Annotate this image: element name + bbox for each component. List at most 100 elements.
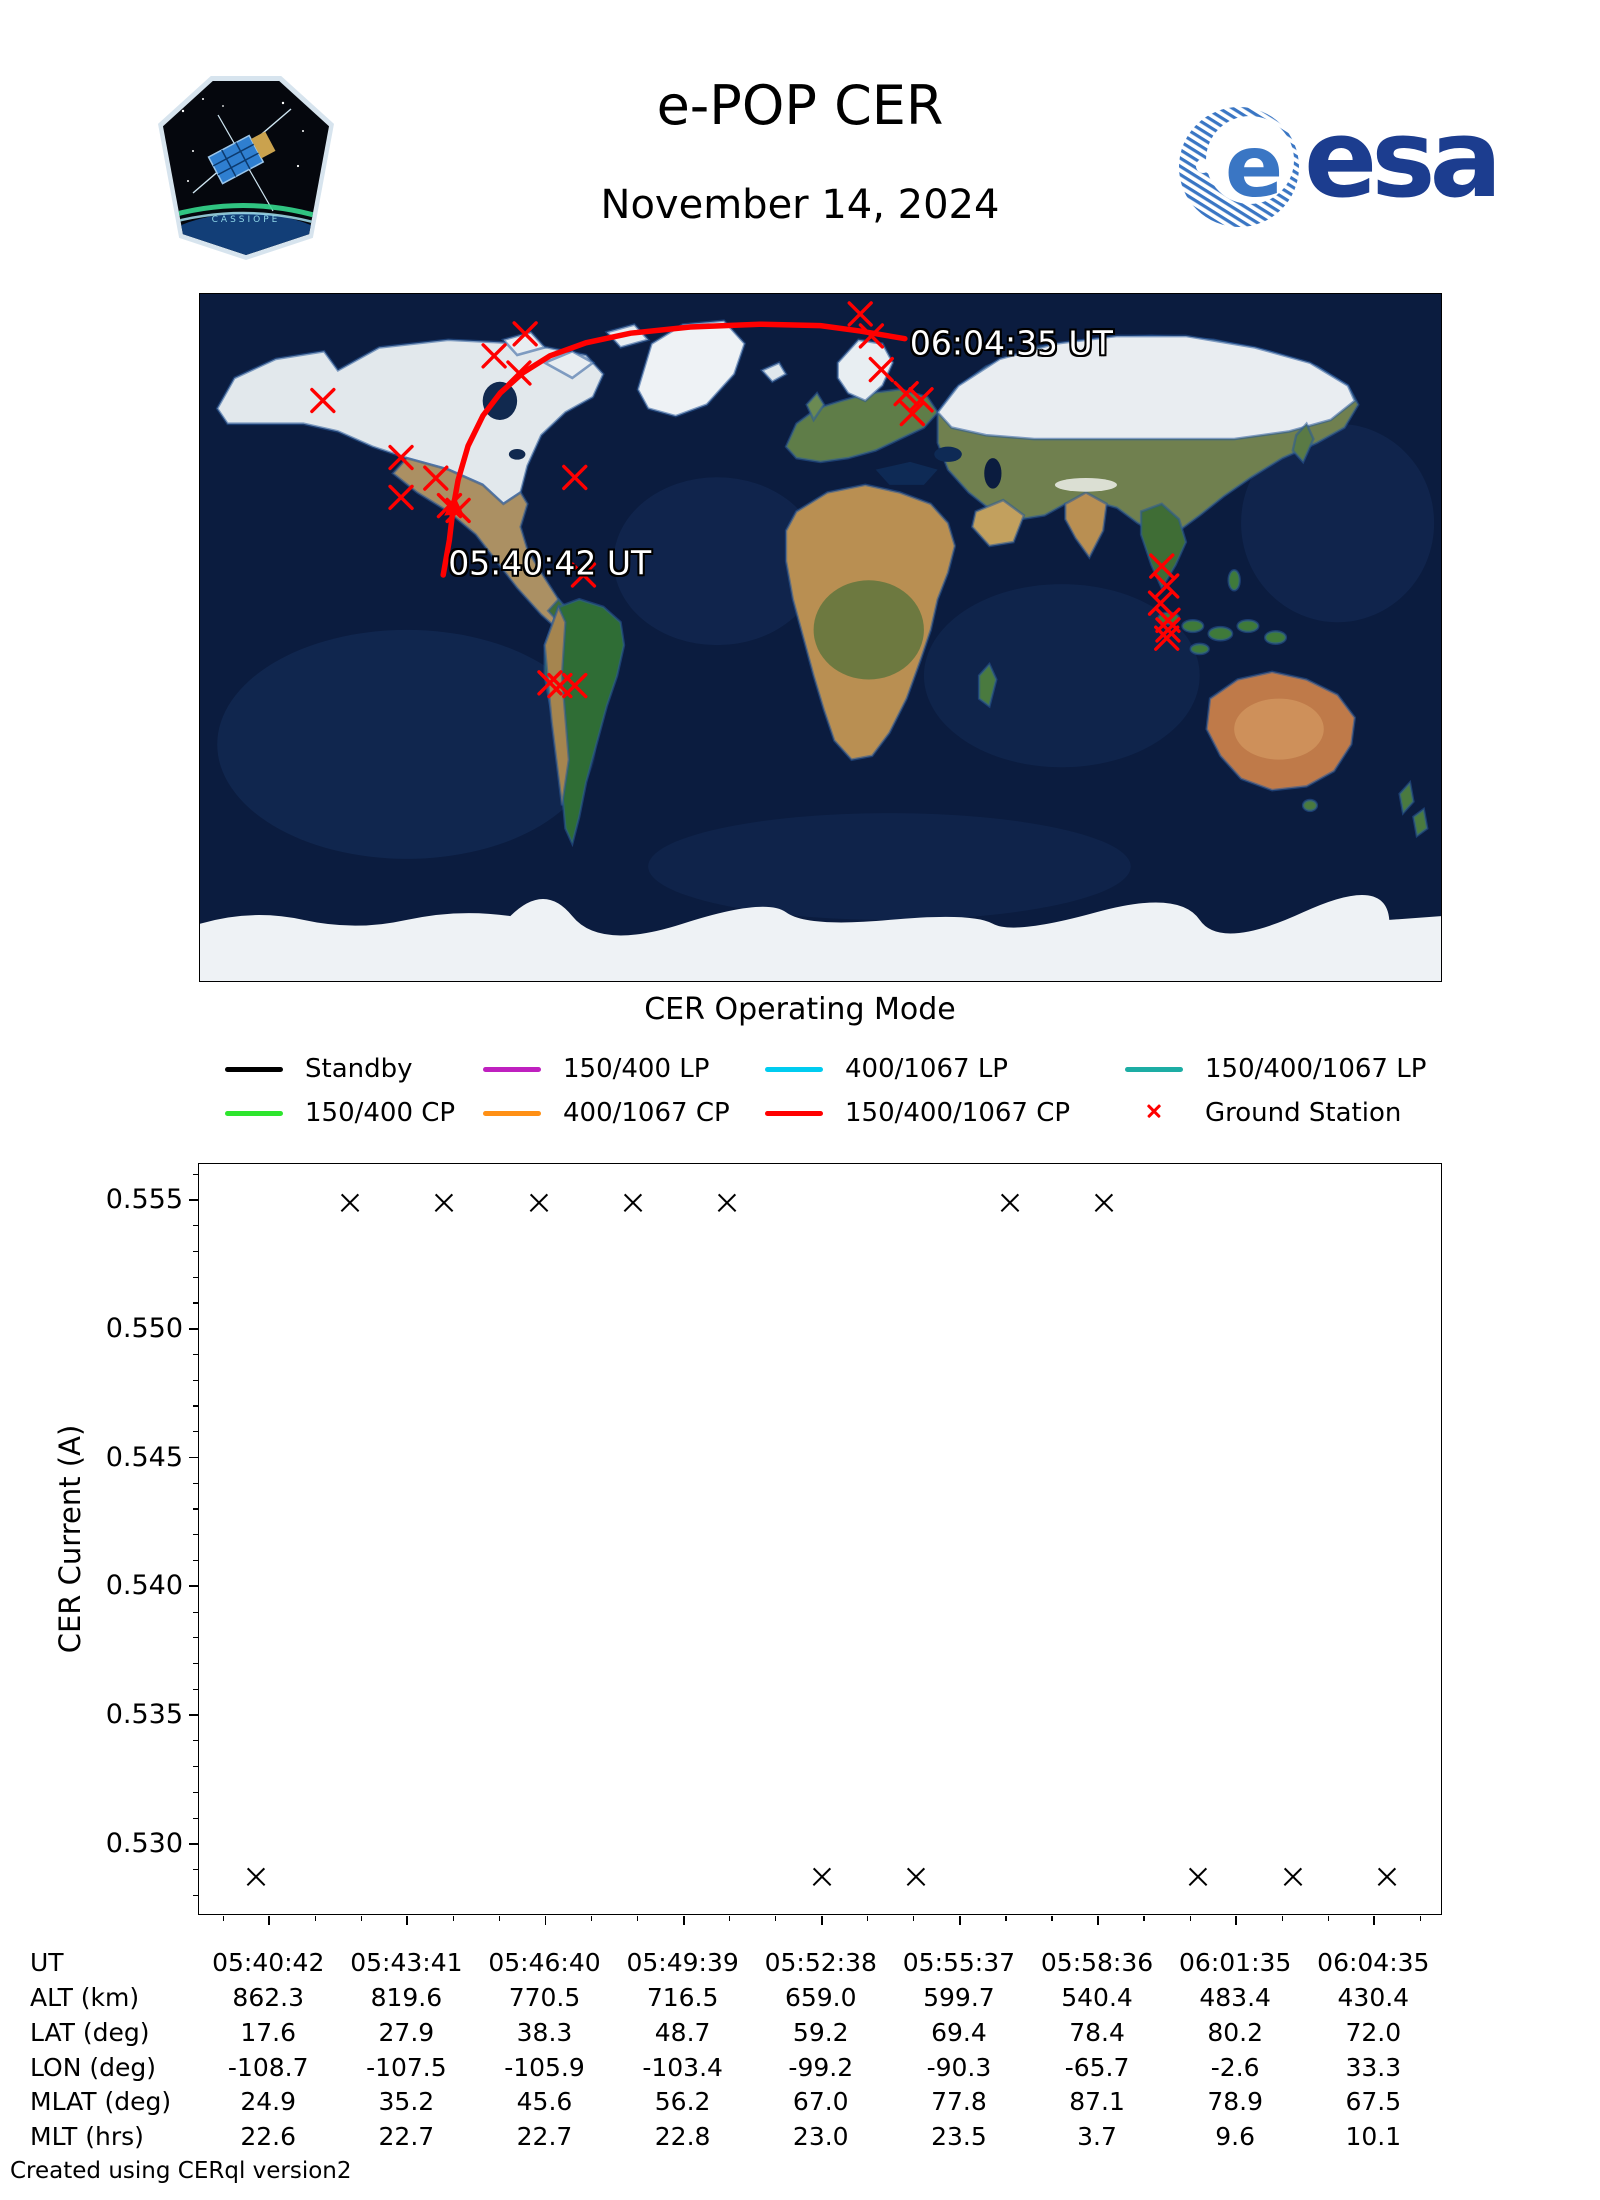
y-tick-label: 0.530 bbox=[105, 1827, 183, 1859]
ground-station-marker bbox=[1155, 617, 1181, 643]
ground-station-marker bbox=[481, 343, 507, 369]
satellite-track bbox=[440, 321, 908, 578]
table-row-label: MLT (hrs) bbox=[30, 2122, 144, 2151]
y-tick-label: 0.550 bbox=[105, 1312, 183, 1344]
table-cell: 24.9 bbox=[240, 2087, 297, 2116]
data-point-marker bbox=[623, 1193, 643, 1213]
data-point-marker bbox=[340, 1193, 360, 1213]
table-cell: 819.6 bbox=[370, 1983, 443, 2012]
y-minor-tick bbox=[193, 1817, 198, 1819]
x-minor-tick bbox=[1051, 1916, 1053, 1921]
legend-line-sample bbox=[765, 1110, 823, 1116]
map-time-label: 05:40:42 UT bbox=[448, 543, 652, 583]
table-cell: 599.7 bbox=[923, 1983, 995, 2012]
legend-label: Standby bbox=[305, 1054, 413, 1084]
legend-label: 150/400/1067 LP bbox=[1205, 1054, 1427, 1084]
ground-station-marker bbox=[1149, 553, 1175, 579]
credit-text: Created using CERql version2 bbox=[10, 2158, 352, 2184]
legend-item: 150/400 LP bbox=[483, 1052, 709, 1086]
ground-station-marker bbox=[1147, 590, 1174, 616]
x-minor-tick bbox=[1189, 1916, 1191, 1921]
ground-station-marker bbox=[506, 360, 532, 386]
data-point-marker bbox=[1000, 1193, 1020, 1213]
x-minor-tick bbox=[1143, 1916, 1145, 1921]
table-cell: 56.2 bbox=[654, 2087, 711, 2116]
legend-item: 150/400/1067 CP bbox=[765, 1096, 1070, 1130]
data-point-marker bbox=[434, 1193, 454, 1213]
legend-line-sample bbox=[1125, 1066, 1183, 1072]
data-point-marker bbox=[1377, 1867, 1397, 1887]
ground-track-overlay bbox=[310, 301, 1181, 699]
y-minor-tick bbox=[193, 1431, 198, 1433]
x-minor-tick bbox=[498, 1916, 501, 1921]
ground-station-marker bbox=[1154, 625, 1180, 651]
table-cell: -103.4 bbox=[642, 2053, 723, 2082]
esa-globe-icon: e bbox=[1179, 107, 1299, 227]
table-cell: 38.3 bbox=[516, 2018, 573, 2047]
table-cell: 27.9 bbox=[378, 2018, 435, 2047]
table-cell: 17.6 bbox=[240, 2018, 297, 2047]
y-major-tick bbox=[189, 1714, 198, 1717]
legend-label: 150/400 LP bbox=[563, 1054, 710, 1084]
ground-station-marker bbox=[893, 380, 919, 407]
table-cell: 59.2 bbox=[792, 2018, 849, 2047]
y-minor-tick bbox=[193, 1740, 198, 1742]
table-cell: 540.4 bbox=[1061, 1983, 1133, 2012]
y-major-tick bbox=[189, 1199, 198, 1201]
y-major-tick bbox=[189, 1327, 198, 1330]
legend-item: 150/400/1067 LP bbox=[1125, 1052, 1426, 1086]
y-minor-tick bbox=[193, 1173, 198, 1175]
x-minor-tick bbox=[1327, 1916, 1329, 1921]
svg-text:e: e bbox=[1225, 117, 1283, 217]
table-cell: 67.0 bbox=[792, 2087, 849, 2116]
y-minor-tick bbox=[193, 1379, 198, 1381]
ground-station-marker bbox=[388, 484, 414, 511]
y-minor-tick bbox=[193, 1405, 198, 1407]
page-date: November 14, 2024 bbox=[600, 182, 1000, 228]
y-minor-tick bbox=[193, 1791, 198, 1793]
y-minor-tick bbox=[193, 1766, 198, 1768]
y-tick-label: 0.555 bbox=[105, 1184, 183, 1216]
table-cell: -108.7 bbox=[227, 2053, 309, 2082]
x-major-tick bbox=[406, 1916, 409, 1925]
esa-wordmark: esa bbox=[1304, 97, 1502, 222]
y-minor-tick bbox=[193, 1225, 198, 1227]
ground-station-marker bbox=[1154, 573, 1180, 599]
y-minor-tick bbox=[193, 1508, 198, 1510]
table-cell: 48.7 bbox=[654, 2018, 711, 2047]
x-major-tick bbox=[268, 1916, 271, 1925]
x-minor-tick bbox=[636, 1916, 639, 1921]
legend-item: Ground Station bbox=[1125, 1096, 1401, 1130]
legend-label: 150/400 CP bbox=[305, 1098, 456, 1128]
legend-label: 400/1067 CP bbox=[563, 1098, 730, 1128]
y-minor-tick bbox=[193, 1353, 198, 1356]
table-cell: 06:04:35 bbox=[1317, 1948, 1430, 1977]
legend-item: 400/1067 CP bbox=[483, 1096, 730, 1130]
legend-x-marker-sample bbox=[1125, 1104, 1183, 1123]
data-point-marker bbox=[812, 1867, 832, 1887]
y-minor-tick bbox=[193, 1894, 198, 1896]
ground-station-marker bbox=[562, 672, 588, 699]
table-cell: 78.9 bbox=[1207, 2087, 1263, 2116]
table-cell: 06:01:35 bbox=[1179, 1948, 1292, 1977]
data-point-marker bbox=[246, 1867, 266, 1887]
table-cell: 3.7 bbox=[1077, 2122, 1117, 2151]
legend-line-sample bbox=[225, 1110, 283, 1116]
y-minor-tick bbox=[193, 1637, 198, 1639]
table-row-label: ALT (km) bbox=[30, 1983, 140, 2012]
table-cell: -2.6 bbox=[1210, 2053, 1260, 2082]
x-minor-tick bbox=[360, 1916, 362, 1921]
y-tick-label: 0.545 bbox=[105, 1441, 183, 1473]
data-point-marker bbox=[1188, 1867, 1208, 1887]
ground-station-marker bbox=[388, 444, 414, 471]
patch-mission-name: CASSIOPE bbox=[211, 215, 281, 225]
x-major-tick bbox=[682, 1916, 685, 1925]
legend-label: 150/400/1067 CP bbox=[845, 1098, 1071, 1128]
esa-logo: e esa bbox=[1176, 100, 1502, 234]
cer-current-plot: 0.530 0.535 0.540 0.545 0.550 0.555 bbox=[106, 1163, 1442, 1925]
table-cell: 22.6 bbox=[240, 2122, 297, 2151]
table-cell: 22.8 bbox=[654, 2122, 711, 2151]
y-minor-tick bbox=[193, 1611, 198, 1613]
ground-station-marker bbox=[445, 497, 471, 524]
